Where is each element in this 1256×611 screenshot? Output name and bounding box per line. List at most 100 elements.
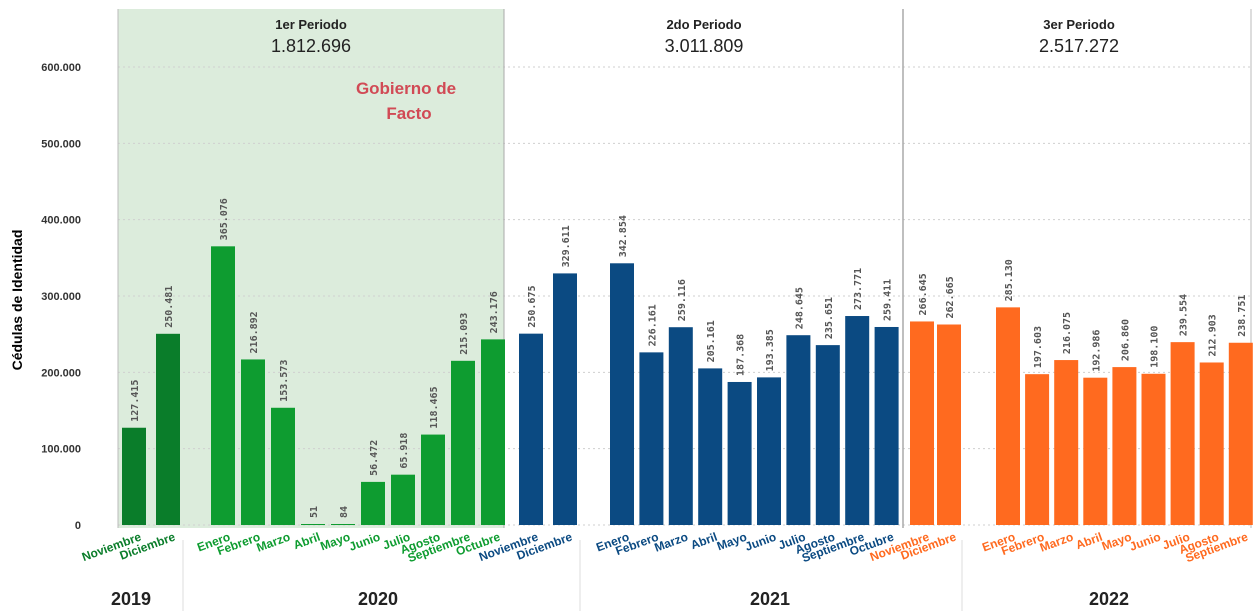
year-label-2019: 2019 (111, 589, 151, 609)
period-3-total: 2.517.272 (1039, 36, 1119, 56)
value-label: 215.093 (459, 313, 470, 355)
bar-2022-abril (1083, 377, 1108, 525)
month-label: Marzo (652, 530, 689, 555)
bar-2021-diciembre (937, 324, 961, 525)
period-1-title: 1er Periodo (275, 17, 347, 32)
value-label: 193.385 (765, 329, 776, 371)
value-label: 266.645 (918, 273, 929, 315)
value-label: 153.573 (279, 360, 290, 402)
bar-2021-enero (610, 263, 634, 525)
bar-2020-septiembre (451, 360, 475, 525)
value-label: 259.116 (677, 279, 688, 321)
bar-2021-junio (757, 377, 781, 525)
period-2-total: 3.011.809 (665, 36, 744, 56)
value-label: 187.368 (736, 334, 747, 376)
y-axis: 0 100.000 200.000 300.000 400.000 500.000 600.… (41, 62, 81, 532)
bar-2020-abril (301, 524, 325, 525)
value-label: 216.892 (249, 311, 260, 353)
bar-2020-octubre (481, 339, 505, 525)
bar-2022-julio (1170, 342, 1195, 525)
bar-2020-agosto (421, 434, 445, 525)
bar-2020-mayo (331, 524, 355, 525)
bar-2021-julio (786, 335, 811, 525)
value-label: 118.465 (429, 386, 440, 428)
month-label: Abril (292, 530, 322, 553)
value-label: 65.918 (399, 433, 410, 469)
bar-2022-mayo (1112, 367, 1137, 525)
bar-2022-septiembre (1228, 342, 1253, 525)
y-tick-label: 500.000 (41, 138, 81, 150)
bar-2022-marzo (1054, 360, 1079, 525)
value-label: 248.645 (794, 287, 805, 329)
value-label: 197.603 (1033, 326, 1044, 368)
value-label: 226.161 (647, 304, 658, 346)
value-label: 216.075 (1062, 312, 1073, 354)
bar-2021-agosto (815, 345, 840, 525)
bar-2022-febrero (1025, 374, 1050, 525)
bar-2021-febrero (639, 352, 664, 525)
period-1-total: 1.812.696 (271, 36, 351, 56)
value-label: 192.986 (1091, 330, 1102, 372)
annotation-line-2: Facto (386, 104, 431, 123)
month-label: Diciembre (899, 530, 959, 563)
value-label: 365.076 (219, 198, 230, 240)
bar-2022-agosto (1199, 362, 1224, 525)
value-labels: 127.415 250.481 365.076 216.892 153.573 51 84 5… (130, 198, 1248, 518)
value-label: 329.611 (561, 225, 572, 267)
value-label: 205.161 (706, 320, 717, 362)
y-axis-label: Cédulas de Identidad (9, 230, 25, 371)
bar-2020-febrero (241, 359, 265, 525)
bar-2022-junio (1141, 373, 1166, 525)
annotation-line-1: Gobierno de (356, 79, 456, 98)
bar-2020-enero (211, 246, 235, 525)
value-label: 84 (339, 506, 350, 518)
value-label: 239.554 (1179, 294, 1190, 336)
bar-2021-septiembre (845, 316, 870, 525)
bar-2019-diciembre (156, 333, 180, 525)
y-tick-label: 0 (75, 520, 81, 532)
bar-2020-diciembre (553, 273, 577, 525)
month-label: Marzo (1038, 530, 1075, 555)
y-tick-label: 200.000 (41, 367, 81, 379)
bar-2021-noviembre (910, 321, 934, 525)
year-label-2021: 2021 (750, 589, 790, 609)
y-tick-label: 100.000 (41, 444, 81, 456)
year-label-2022: 2022 (1089, 589, 1129, 609)
value-label: 273.771 (853, 268, 864, 310)
bar-2020-noviembre (519, 333, 543, 525)
bars (122, 246, 1253, 525)
value-label: 235.651 (824, 297, 835, 339)
value-label: 243.176 (489, 291, 500, 333)
month-label: Marzo (255, 530, 292, 555)
value-label: 262.665 (945, 276, 956, 318)
bar-2022-enero (996, 307, 1020, 525)
month-label: Junio (347, 530, 382, 554)
value-label: 51 (309, 506, 320, 518)
month-label: Junio (1128, 530, 1163, 554)
bar-2020-junio (361, 481, 385, 525)
value-label: 56.472 (369, 440, 380, 476)
bar-2021-abril (698, 368, 723, 525)
value-label: 198.100 (1150, 326, 1161, 368)
bar-2020-marzo (271, 407, 295, 525)
y-tick-label: 600.000 (41, 62, 81, 74)
year-labels: 2019 2020 2021 2022 (111, 589, 1129, 609)
period-2-title: 2do Periodo (666, 17, 741, 32)
period-headers: 1er Periodo 1.812.696 2do Periodo 3.011.… (271, 17, 1119, 123)
y-tick-label: 300.000 (41, 291, 81, 303)
bar-2021-marzo (668, 327, 693, 525)
value-label: 259.411 (883, 279, 894, 321)
bar-2019-noviembre (122, 427, 146, 525)
value-label: 238.751 (1237, 295, 1248, 337)
value-label: 342.854 (618, 215, 629, 257)
value-label: 250.675 (527, 285, 538, 327)
value-label: 285.130 (1004, 259, 1015, 301)
bar-2020-julio (391, 474, 415, 525)
y-tick-label: 400.000 (41, 215, 81, 227)
value-label: 212.903 (1208, 314, 1219, 356)
period-3-title: 3er Periodo (1043, 17, 1115, 32)
value-label: 127.415 (130, 380, 141, 422)
bar-2021-octubre (874, 326, 899, 525)
